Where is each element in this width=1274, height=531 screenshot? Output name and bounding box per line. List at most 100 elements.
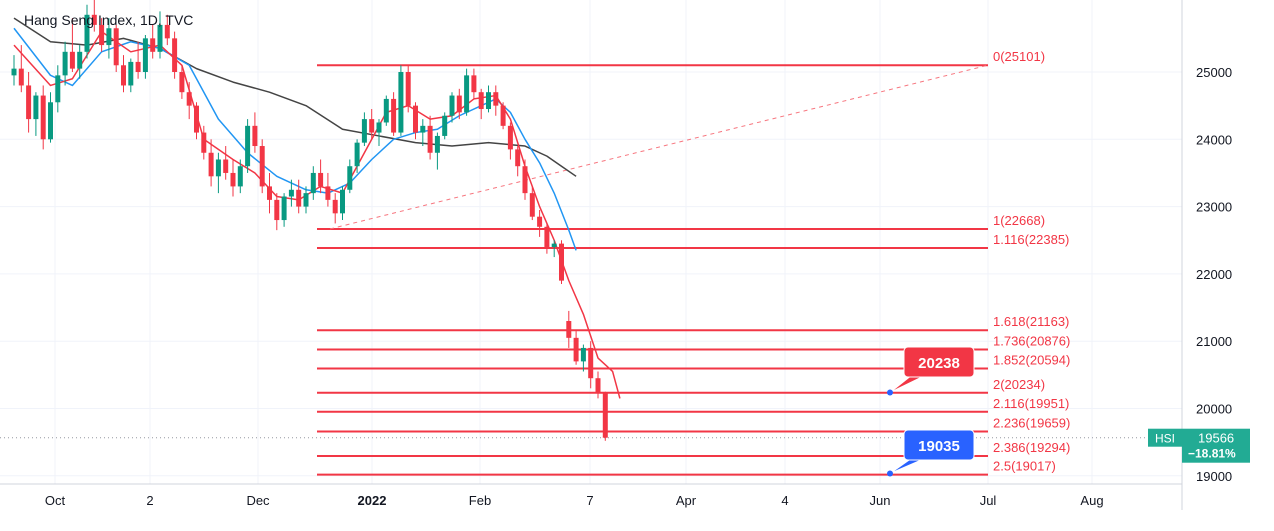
candle-body <box>420 125 426 133</box>
price-callout: 19035 <box>887 429 975 477</box>
candle <box>405 65 411 113</box>
candle <box>449 92 455 123</box>
candle <box>150 24 156 59</box>
candle <box>442 112 448 140</box>
candle <box>128 58 134 93</box>
candle-body <box>172 38 178 72</box>
candle-body <box>215 159 221 177</box>
last-price-change: −18.81% <box>1188 447 1236 461</box>
candle <box>544 223 550 254</box>
candle <box>179 65 185 99</box>
candle <box>62 41 68 86</box>
candle-body <box>201 132 207 153</box>
candle-body <box>537 216 543 227</box>
candle <box>318 159 324 194</box>
candle <box>486 85 491 113</box>
candle-body <box>602 392 608 438</box>
fib-label: 2.386(19294) <box>993 440 1070 455</box>
candle <box>77 45 83 79</box>
chart-grid <box>0 0 1183 510</box>
candle <box>106 18 112 59</box>
last-price-value: 19566 <box>1198 431 1234 446</box>
candle <box>288 179 294 207</box>
candle <box>456 88 462 120</box>
candle <box>296 179 302 214</box>
candle-body <box>566 321 572 338</box>
candle <box>274 193 280 231</box>
callout-label: 19035 <box>918 438 960 455</box>
candle <box>515 146 521 177</box>
candle <box>529 186 535 221</box>
candle-body <box>18 68 24 86</box>
candle <box>84 4 90 59</box>
candle-body <box>391 98 397 133</box>
candle-body <box>361 119 367 143</box>
x-tick-label: Dec <box>246 493 270 508</box>
candle-body <box>113 28 119 66</box>
candle-body <box>91 14 97 25</box>
candle-body <box>500 105 506 126</box>
candle <box>99 18 105 52</box>
callout-dot <box>887 389 893 396</box>
ma-mid-line <box>13 27 577 251</box>
candle-body <box>434 135 440 153</box>
candle <box>252 112 258 153</box>
candle <box>208 139 214 187</box>
candle-body <box>121 65 126 86</box>
candle-body <box>48 102 53 140</box>
candle-body <box>281 196 287 221</box>
y-tick-label: 20000 <box>1196 402 1232 417</box>
last-price-label: HSI 19566−18.81% <box>1148 428 1250 463</box>
candle-body <box>515 149 521 167</box>
candle-body <box>245 125 251 167</box>
y-tick-label: 25000 <box>1196 65 1232 80</box>
candle-body <box>84 14 90 52</box>
candle <box>573 331 579 365</box>
candle <box>478 88 484 120</box>
candle-body <box>150 38 156 52</box>
candle-body <box>99 24 105 46</box>
x-tick-label: 2 <box>146 493 153 508</box>
candle <box>471 68 477 99</box>
candle <box>303 186 309 214</box>
candle <box>230 159 236 197</box>
candle-body <box>11 68 17 76</box>
price-callouts: 20238 19035 <box>887 346 975 477</box>
candle <box>40 85 46 150</box>
candle <box>369 109 375 140</box>
fib-label: 2.116(19951) <box>993 396 1069 411</box>
candle-body <box>486 92 491 110</box>
candle-body <box>33 95 39 120</box>
fib-label: 2.236(19659) <box>993 415 1070 430</box>
candle-body <box>186 92 192 106</box>
candle <box>398 65 404 136</box>
y-tick-label: 23000 <box>1196 200 1232 215</box>
candle-body <box>442 115 448 136</box>
candle <box>245 119 251 173</box>
candle-body <box>62 51 68 76</box>
candle-body <box>544 226 550 247</box>
x-tick-label: 7 <box>586 493 593 508</box>
fib-label: 1(22668) <box>993 213 1045 228</box>
candle <box>559 240 564 284</box>
candle <box>420 119 426 147</box>
candle <box>11 55 17 86</box>
x-tick-label: Jul <box>980 493 997 508</box>
candle <box>383 95 389 126</box>
candle-body <box>383 98 389 123</box>
ma-fast-line <box>13 30 621 399</box>
candle <box>69 18 75 72</box>
price-callout: 20238 <box>887 346 975 396</box>
candle <box>500 102 506 130</box>
candle-body <box>135 61 141 72</box>
candle-body <box>179 72 185 93</box>
candle <box>551 240 557 258</box>
candle <box>332 193 338 224</box>
candle <box>602 391 608 441</box>
symbol-tag-box <box>1148 428 1182 447</box>
candle-body <box>259 146 265 187</box>
fib-label: 1.852(20594) <box>993 353 1070 368</box>
candle-body <box>529 193 535 217</box>
y-tick-label: 19000 <box>1196 469 1232 484</box>
